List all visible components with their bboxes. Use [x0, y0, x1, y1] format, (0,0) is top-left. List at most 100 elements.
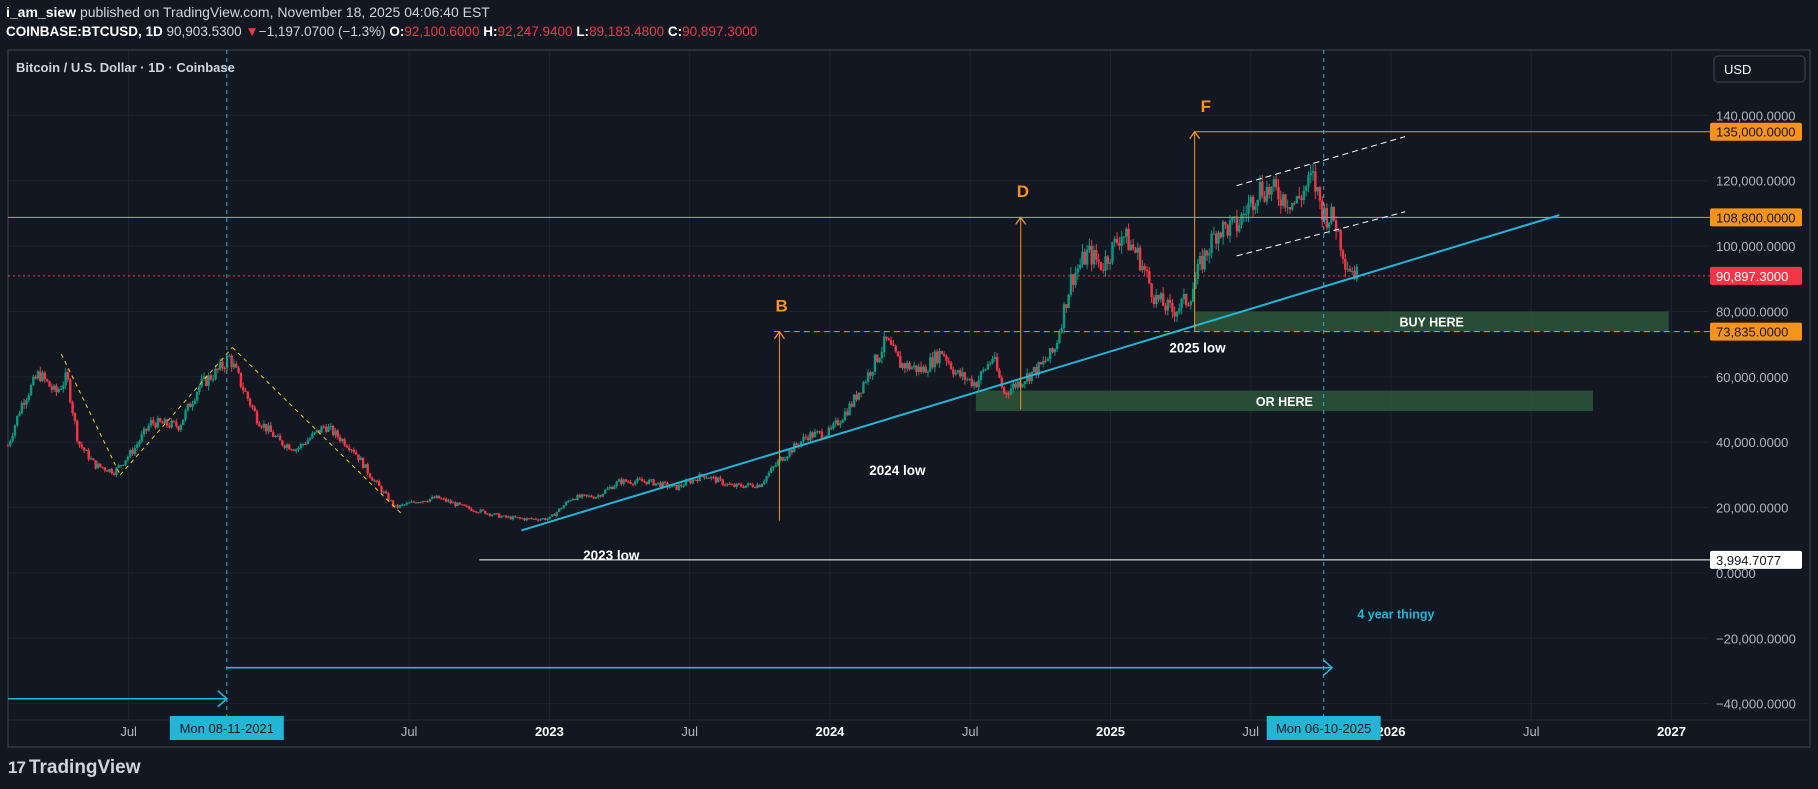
candle-body: [486, 513, 489, 515]
candle-body: [170, 420, 173, 428]
candle-body: [1286, 207, 1289, 209]
candle-body: [92, 458, 95, 461]
candle-body: [765, 476, 768, 482]
candle-body: [85, 450, 88, 452]
candle-body: [338, 437, 342, 442]
candle-body: [419, 502, 422, 504]
candle-body: [156, 418, 160, 428]
candle-body: [539, 519, 542, 521]
candle-body: [892, 344, 895, 346]
candle-body: [1231, 217, 1234, 221]
candle-body: [218, 361, 222, 370]
price-line-label: 3,994.7077: [1716, 553, 1781, 568]
candle-body: [313, 432, 316, 434]
candle-body: [1346, 268, 1349, 270]
candle-body: [241, 386, 245, 391]
candle-body: [1136, 247, 1139, 253]
candle-body: [650, 479, 653, 481]
candle-body: [876, 354, 879, 363]
candle-body: [998, 370, 1001, 378]
candle-body: [405, 502, 409, 505]
candle-body: [11, 435, 14, 441]
candle-body: [184, 410, 187, 420]
candle-body: [1048, 348, 1052, 359]
x-tick-label: 2026: [1377, 724, 1406, 739]
tradingview-logo[interactable]: 17 TradingView: [8, 757, 141, 779]
candle-body: [343, 439, 346, 446]
x-tick-label: Jul: [1242, 724, 1259, 739]
currency-button-label[interactable]: USD: [1724, 62, 1751, 77]
candle-body: [1330, 206, 1333, 223]
candle-body: [428, 498, 432, 502]
candle-body: [620, 479, 623, 484]
time-axis[interactable]: Jul Jul 2023 Jul 2024 Jul 2025 Jul 2026 Jul 2027 Mo…: [8, 716, 1808, 740]
candle-body: [643, 481, 646, 483]
candle-body: [426, 501, 429, 503]
candle-body: [308, 438, 312, 441]
candle-body: [647, 480, 651, 485]
candle-body: [500, 516, 503, 518]
candle-body: [627, 481, 630, 483]
candle-body: [1196, 264, 1199, 280]
x-tick-label: 2025: [1096, 724, 1125, 739]
candle-body: [1316, 187, 1319, 192]
candle-body: [232, 363, 236, 368]
channel-line: [1236, 211, 1406, 257]
candle-body: [952, 369, 955, 375]
author-name[interactable]: i_am_siew: [6, 4, 77, 20]
x-tick-label: Jul: [681, 724, 698, 739]
candle-body: [703, 475, 706, 478]
candle-body: [488, 513, 492, 516]
candle-body: [1339, 230, 1342, 251]
candle-body: [686, 480, 690, 482]
candle-body: [13, 425, 17, 436]
candle-body: [1138, 247, 1142, 271]
candle-body: [414, 502, 418, 504]
candle-body: [839, 422, 842, 426]
candle-body: [57, 389, 60, 393]
low-value: 89,183.4800: [589, 24, 665, 39]
candle-body: [537, 519, 540, 521]
price-axis[interactable]: 140,000.0000 120,000.0000 100,000.0000 80,0…: [1710, 108, 1802, 712]
candle-body: [818, 431, 821, 433]
candle-body: [497, 513, 501, 518]
candle-body: [345, 445, 349, 448]
candle-body: [235, 363, 238, 368]
candle-body: [1122, 236, 1126, 238]
chart-frame: [7, 49, 1811, 748]
candle-body: [301, 444, 305, 446]
candle-body: [1062, 304, 1066, 329]
candle-body: [938, 350, 941, 364]
candle-body: [553, 514, 556, 516]
candle-body: [1327, 222, 1331, 228]
candle-body: [103, 467, 107, 471]
candle-body: [1353, 271, 1356, 280]
candle-body: [1028, 373, 1031, 382]
candle-body: [790, 449, 794, 453]
currency-button[interactable]: USD: [1713, 55, 1806, 83]
candle-body: [380, 485, 383, 493]
candle-body: [1042, 360, 1045, 365]
candle-body: [1152, 297, 1156, 304]
candle-body: [1078, 264, 1082, 269]
candle-body: [809, 432, 812, 441]
candle-body: [1228, 220, 1232, 236]
price-line-tag: [1710, 208, 1802, 227]
currency-button-frame[interactable]: [1713, 55, 1806, 83]
candle-body: [382, 491, 386, 493]
symbol[interactable]: COINBASE:BTCUSD, 1D: [6, 24, 163, 39]
candle-body: [50, 386, 54, 390]
candle-body: [1074, 272, 1077, 286]
candle-body: [929, 357, 932, 372]
candle-body: [1155, 294, 1158, 304]
candle-body: [431, 496, 434, 499]
candle-body: [1332, 206, 1335, 221]
y-tick-label: 60,000.0000: [1716, 370, 1788, 385]
candle-body: [147, 425, 150, 431]
low-label: L:: [576, 24, 590, 39]
candle-body: [1201, 255, 1204, 270]
wave-line: [60, 353, 121, 476]
candle-body: [899, 356, 902, 368]
candle-body: [451, 502, 455, 504]
